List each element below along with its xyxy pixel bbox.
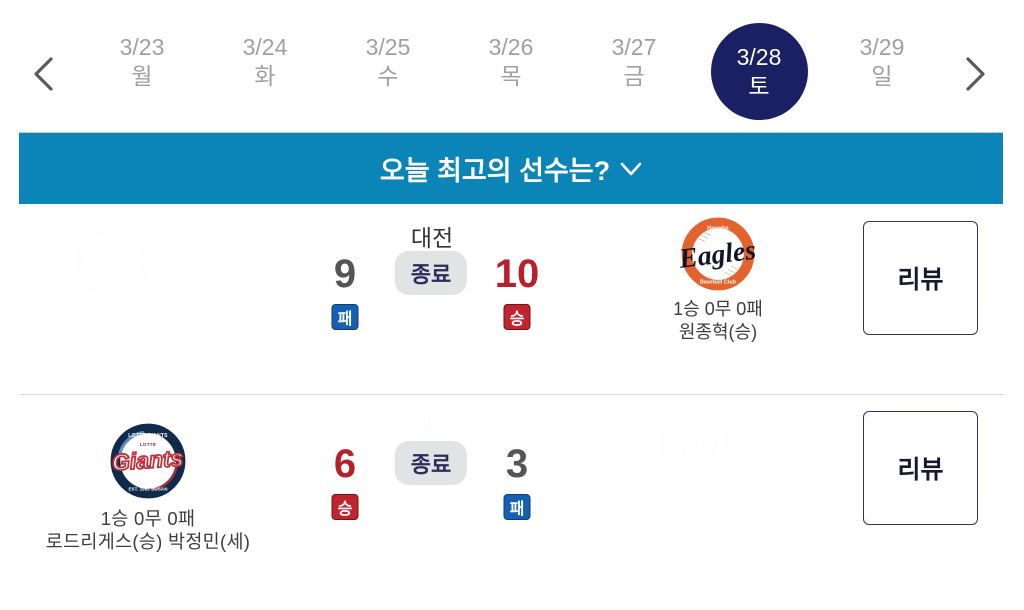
svg-text:Eagles: Eagles: [651, 412, 767, 468]
svg-text:Baseball Club: Baseball Club: [700, 279, 737, 285]
svg-text:EST. 1982 BUSAN: EST. 1982 BUSAN: [128, 486, 167, 491]
svg-text:Giants: Giants: [111, 445, 184, 476]
svg-text:Hanwha: Hanwha: [707, 226, 729, 232]
svg-text:LOTTE GIANTS: LOTTE GIANTS: [128, 433, 168, 439]
